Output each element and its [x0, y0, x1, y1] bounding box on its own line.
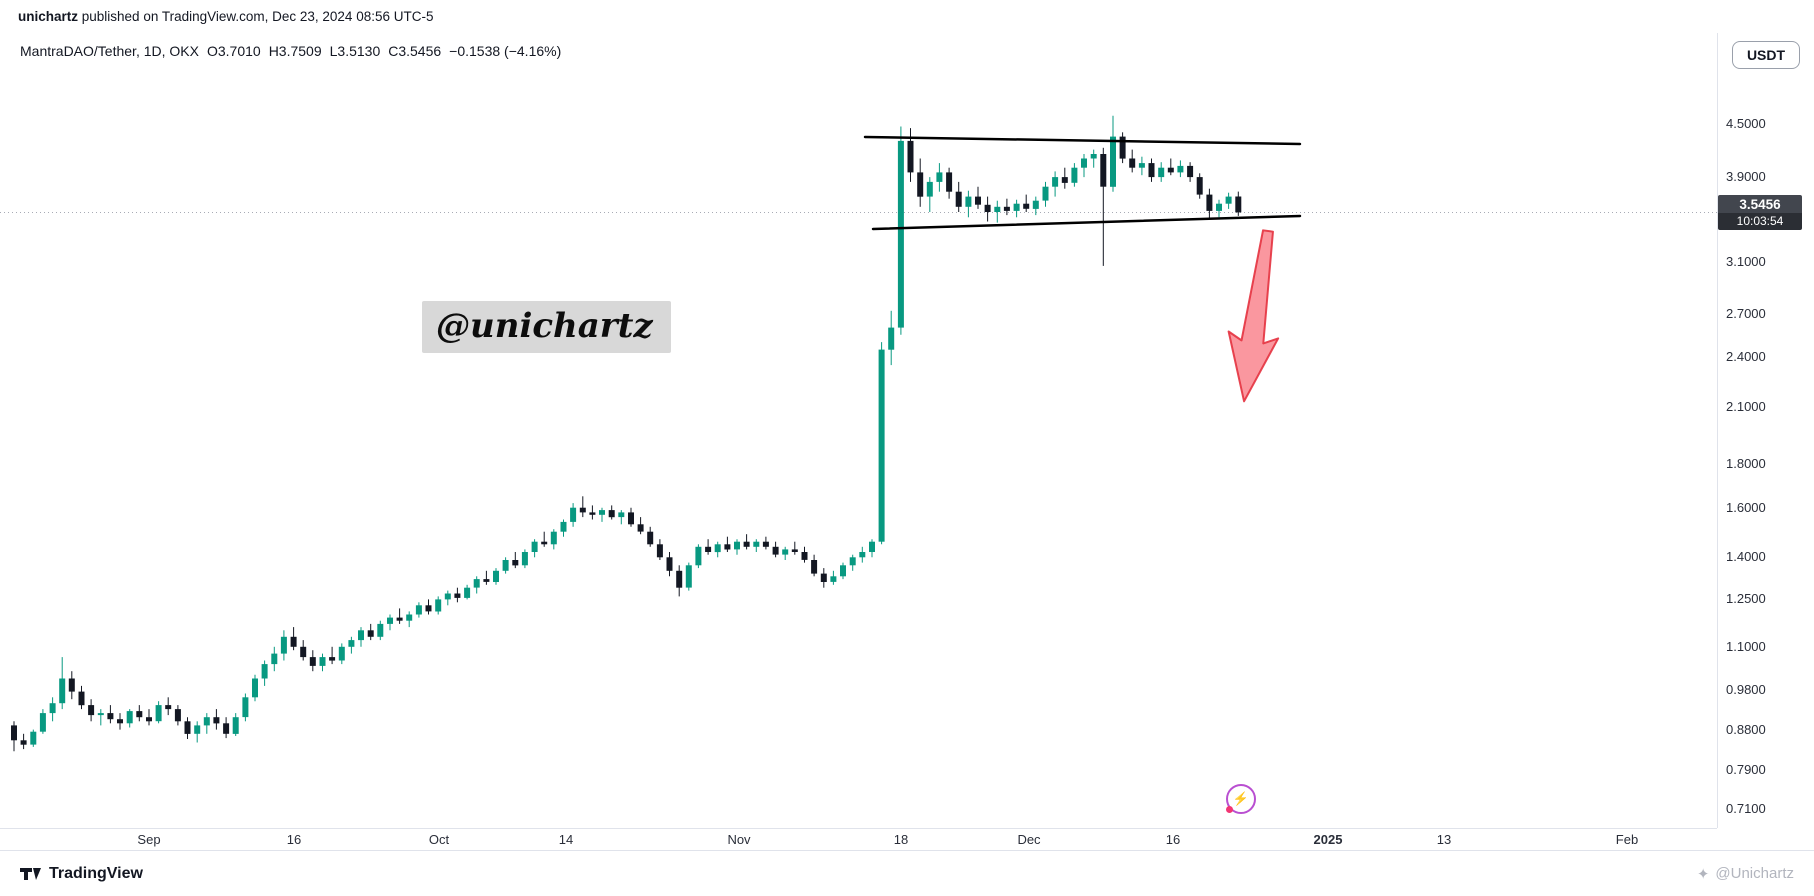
price-axis-label: 4.5000: [1726, 116, 1766, 131]
credit-label: ✦ @Unichartz: [1697, 865, 1794, 883]
time-scale[interactable]: Sep 16 Oct 14 Nov 18 Dec 16 2025 13 Feb: [0, 828, 1717, 850]
current-price-value: 3.5456: [1718, 195, 1802, 214]
time-axis-label: 16: [1165, 832, 1181, 847]
chart-card: @unichartz ⚡ MantraDAO/Tether, 1D, OKX O…: [0, 33, 1814, 850]
price-axis-label: 0.7900: [1726, 761, 1766, 777]
legend-low: L3.5130: [329, 43, 381, 59]
time-axis-label: 13: [1436, 832, 1452, 847]
price-axis-label: 2.4000: [1726, 349, 1766, 365]
time-axis-label: Nov: [727, 832, 751, 847]
author-name: unichartz: [18, 9, 79, 24]
time-axis-label: 16: [286, 832, 302, 847]
time-axis-label: 14: [558, 832, 574, 847]
legend-high: H3.7509: [268, 43, 322, 59]
zap-glyph: ⚡: [1232, 791, 1250, 806]
trendline-upper[interactable]: [863, 135, 1302, 146]
published-bar: unichartz published on TradingView.com, …: [0, 0, 1814, 34]
published-text: unichartz published on TradingView.com, …: [18, 9, 433, 24]
symbol-title: MantraDAO/Tether, 1D, OKX: [20, 43, 199, 59]
currency-button[interactable]: USDT: [1732, 41, 1800, 69]
time-axis-label: Sep: [137, 832, 161, 847]
price-axis-label: 0.7100: [1726, 801, 1766, 817]
time-axis-label: Dec: [1017, 832, 1041, 847]
time-axis-label: Feb: [1615, 832, 1639, 847]
legend-open: O3.7010: [206, 43, 261, 59]
price-axis-label: 3.1000: [1726, 254, 1766, 270]
price-axis-label: 2.1000: [1726, 398, 1766, 414]
price-axis-label: 0.9800: [1726, 681, 1766, 697]
chart-pane[interactable]: @unichartz ⚡: [0, 33, 1717, 828]
tradingview-logo-icon: [20, 867, 41, 880]
price-axis-label: 1.4000: [1726, 549, 1766, 565]
price-axis-label: 2.7000: [1726, 305, 1766, 321]
price-axis-label: 0.8800: [1726, 721, 1766, 737]
trendline-lower[interactable]: [871, 214, 1302, 231]
price-axis-label: 1.2500: [1726, 591, 1766, 607]
watermark-label: @unichartz: [422, 301, 671, 353]
zap-sticker-icon[interactable]: ⚡: [1226, 784, 1256, 814]
price-scale[interactable]: 3.5456 10:03:54 4.5000 3.9000 3.1000 2.7000…: [1717, 33, 1814, 828]
price-axis-label: 1.6000: [1726, 499, 1766, 515]
symbol-legend: MantraDAO/Tether, 1D, OKX O3.7010 H3.750…: [20, 43, 561, 59]
candlestick-series: [11, 115, 1242, 752]
footer-bar: TradingView ✦ @Unichartz: [0, 850, 1814, 896]
legend-close: C3.5456: [388, 43, 442, 59]
current-price-badge: 3.5456 10:03:54: [1718, 195, 1802, 231]
legend-change: −0.1538 (−4.16%): [449, 43, 562, 59]
brand-label: TradingView: [49, 864, 143, 882]
arrow-down-drawing[interactable]: [1219, 228, 1292, 405]
price-axis-label: 3.9000: [1726, 169, 1766, 185]
price-axis-label: 1.1000: [1726, 638, 1766, 654]
sticker-dot: [1226, 806, 1233, 813]
credit-handle: @Unichartz: [1715, 865, 1794, 882]
sparkle-icon: ✦: [1696, 865, 1710, 883]
chart-canvas[interactable]: [0, 33, 1717, 828]
time-axis-label: Oct: [428, 832, 450, 847]
bar-countdown: 10:03:54: [1718, 213, 1802, 231]
time-axis-label: 18: [893, 832, 909, 847]
tradingview-brand-link[interactable]: TradingView: [20, 865, 143, 883]
time-axis-label: 2025: [1313, 832, 1343, 847]
published-rest: published on TradingView.com, Dec 23, 20…: [78, 9, 434, 24]
price-axis-label: 1.8000: [1726, 456, 1766, 472]
